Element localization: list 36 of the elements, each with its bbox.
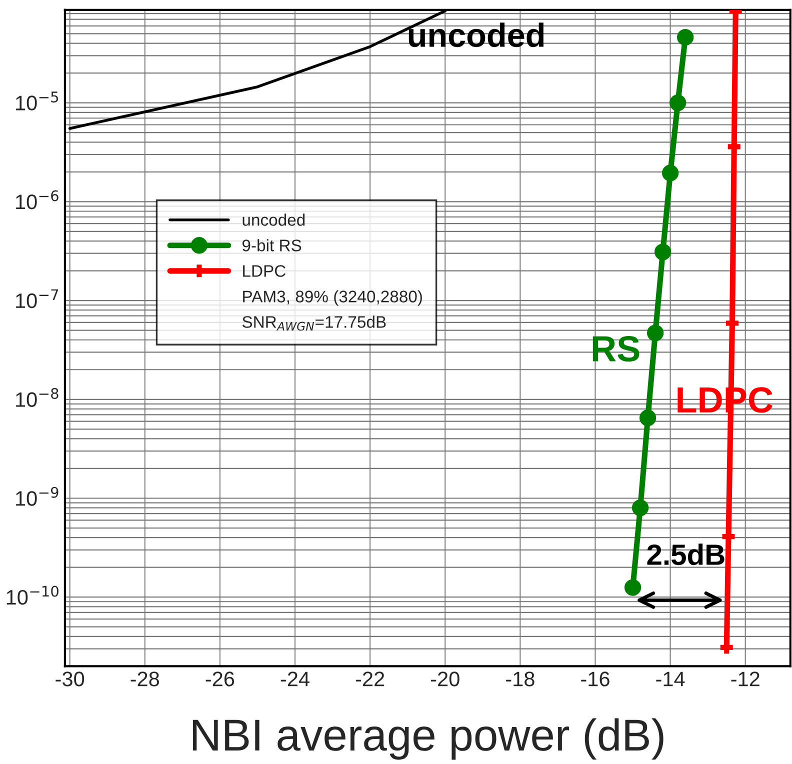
x-tick-label: -24 (280, 672, 310, 686)
annotation: uncoded (408, 22, 544, 48)
point (624, 579, 642, 596)
x-tick-label: -14 (656, 672, 685, 686)
x-axis-title: NBI average power (dB) (192, 718, 664, 760)
annotation: RS (592, 336, 640, 362)
legend-label: 9-bit RS (242, 239, 302, 252)
point (654, 244, 672, 260)
x-tick-label: -22 (356, 672, 384, 686)
point (676, 28, 694, 46)
x-tick-label: -20 (431, 672, 460, 686)
point (728, 140, 740, 153)
point (669, 94, 686, 112)
point (722, 530, 735, 543)
y-tick-label: 10$^{−10}$ (6, 586, 58, 605)
annotation: PAM3, 89% (3240,2880) (243, 290, 422, 306)
x-tick-label: -18 (506, 672, 534, 686)
annotation: 2.5dB (647, 544, 724, 566)
y-tick-label: 10$^{−9}$ (16, 486, 58, 506)
point (646, 324, 664, 342)
x-tick-label: -26 (206, 672, 234, 686)
legend-label: LDPC (243, 265, 286, 277)
y-tick-label: 10$^{−5}$ (16, 92, 58, 110)
x-tick-label: -16 (581, 672, 610, 686)
x-tick-label: -28 (130, 672, 160, 686)
point (639, 410, 656, 426)
point (632, 499, 649, 516)
annotation: SNR$_{AWGN}$=17.75dB (242, 316, 386, 331)
point (726, 316, 738, 330)
y-tick-label: 10$^{−8}$ (16, 388, 58, 407)
legend-label: uncoded (242, 214, 305, 226)
y-tick-label: 10$^{−7}$ (16, 289, 58, 308)
x-tick-label: -12 (731, 672, 760, 686)
y-tick-label: 10$^{−6}$ (16, 190, 58, 210)
x-tick-label: -30 (56, 672, 84, 686)
point (662, 164, 679, 182)
